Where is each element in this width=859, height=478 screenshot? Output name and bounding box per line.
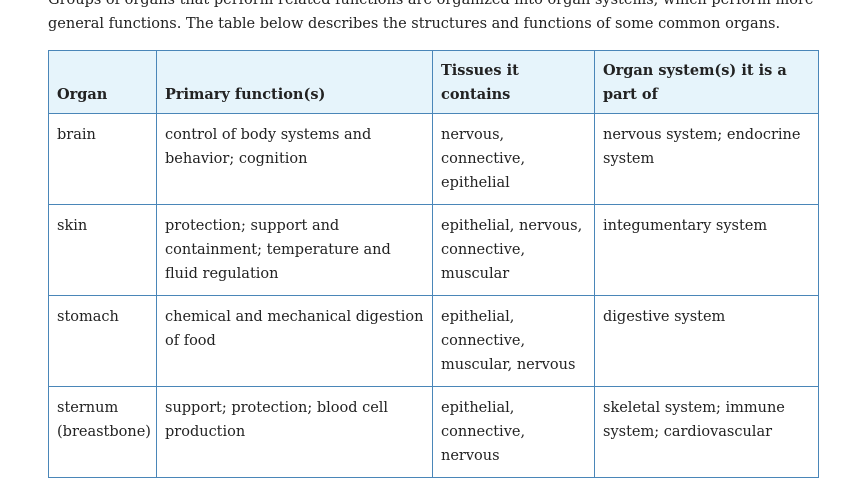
- cell-organ: skin: [48, 204, 157, 296]
- cell-organ: stomach: [48, 295, 157, 387]
- cell-tissues: epithelial, connective, nervous: [432, 386, 595, 478]
- cell-organ: sternum (breastbone): [48, 386, 157, 478]
- table-header-row: Organ Primary function(s) Tissues it con…: [48, 50, 819, 114]
- table-row: sternum (breastbone) support; protection…: [48, 386, 819, 478]
- cell-organ-system: integumentary system: [594, 204, 819, 296]
- header-organ-system: Organ system(s) it is a part of: [594, 50, 819, 114]
- intro-paragraph: Groups of organs that perform related fu…: [48, 0, 814, 32]
- header-tissues: Tissues it contains: [432, 50, 595, 114]
- cell-tissues: nervous, connective, epithelial: [432, 113, 595, 205]
- cell-tissues: epithelial, nervous, connective, muscula…: [432, 204, 595, 296]
- header-primary-function: Primary function(s): [156, 50, 433, 114]
- cell-organ: brain: [48, 113, 157, 205]
- cell-primary-function: support; protection; blood cell producti…: [156, 386, 433, 478]
- cell-primary-function: protection; support and containment; tem…: [156, 204, 433, 296]
- header-organ: Organ: [48, 50, 157, 114]
- table-row: stomach chemical and mechanical digestio…: [48, 295, 819, 387]
- table-row: brain control of body systems and behavi…: [48, 113, 819, 205]
- table-row: skin protection; support and containment…: [48, 204, 819, 296]
- cell-primary-function: control of body systems and behavior; co…: [156, 113, 433, 205]
- cell-primary-function: chemical and mechanical digestion of foo…: [156, 295, 433, 387]
- cell-organ-system: skeletal system; immune system; cardiova…: [594, 386, 819, 478]
- cell-organ-system: digestive system: [594, 295, 819, 387]
- cell-organ-system: nervous system; endocrine system: [594, 113, 819, 205]
- cell-tissues: epithelial, connective, muscular, nervou…: [432, 295, 595, 387]
